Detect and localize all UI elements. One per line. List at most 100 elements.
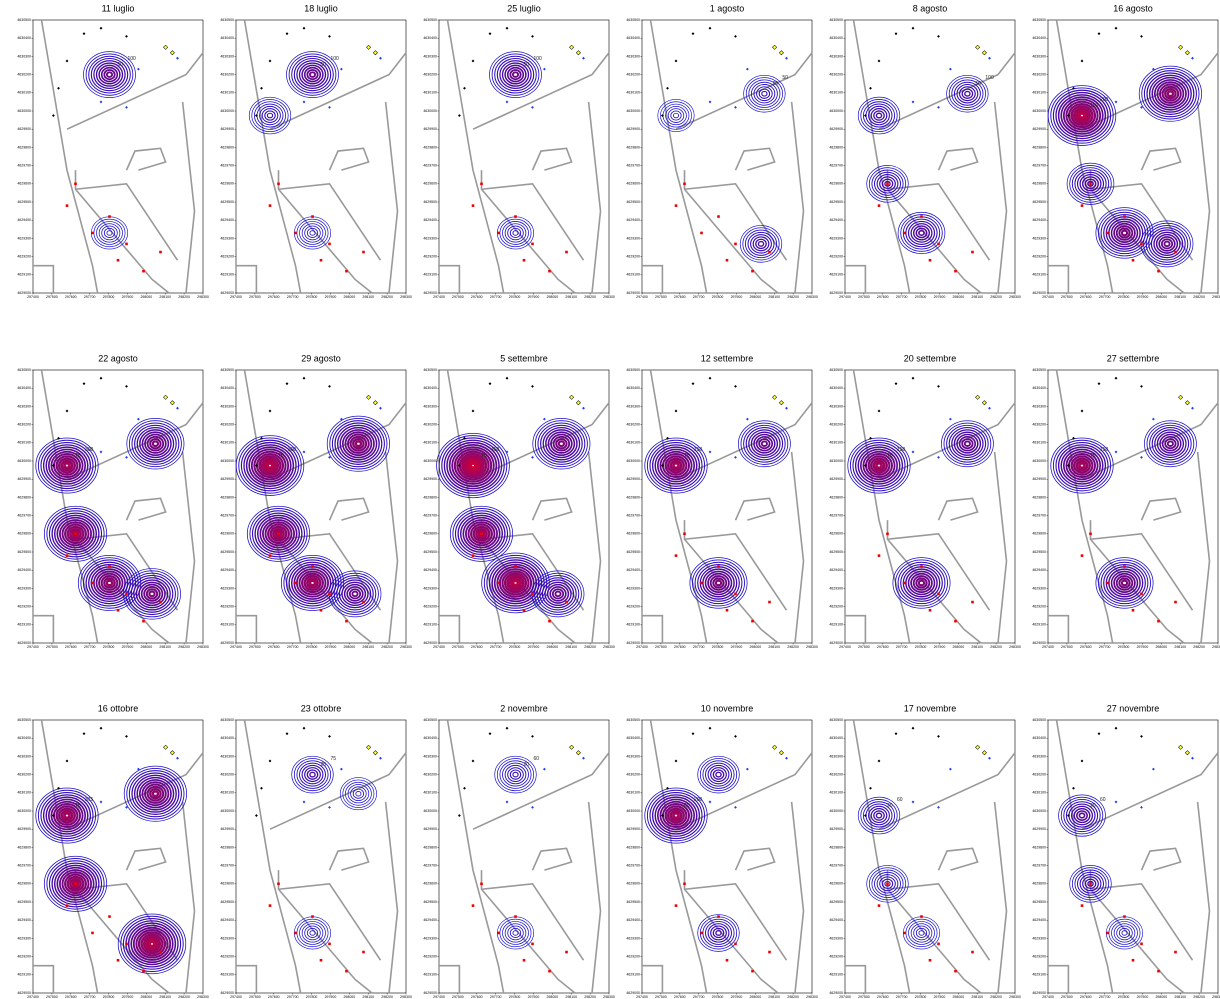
boundary [1140, 847, 1182, 871]
y-tick-label: 4629200 [17, 255, 31, 259]
y-tick-label: 4629000 [423, 991, 437, 995]
contour-line [301, 923, 324, 943]
boundary [384, 451, 399, 644]
point-red [886, 182, 889, 186]
contour-line [352, 788, 365, 799]
point-blue [531, 805, 534, 809]
contour-line [542, 426, 581, 461]
boundary [480, 870, 576, 994]
y-tick-label: 4629600 [17, 882, 31, 886]
contour-line [131, 772, 180, 816]
x-tick-label: 297900 [1137, 645, 1149, 649]
contour-line [137, 931, 167, 957]
contour-line [879, 176, 896, 192]
contour-line [665, 105, 687, 126]
contour-line [900, 214, 943, 252]
y-tick-label: 4630400 [17, 386, 31, 390]
contour-line [1060, 446, 1104, 485]
contour-line [42, 444, 92, 487]
boundary [446, 719, 505, 994]
point-blue [531, 455, 534, 459]
y-tick-label: 4629600 [1032, 882, 1046, 886]
contour-line [1069, 865, 1112, 903]
point-black [531, 384, 534, 388]
x-tick-label: 297700 [693, 295, 705, 299]
y-tick-label: 4629400 [626, 568, 640, 572]
contour-line [743, 74, 786, 113]
point-black [666, 786, 669, 790]
contour-line [948, 427, 987, 461]
point-red [125, 942, 128, 946]
contour-line [56, 866, 95, 901]
contour-line [63, 461, 71, 470]
point-red [700, 231, 703, 235]
contour-line [295, 568, 330, 598]
panel-title: 16 ottobre [98, 703, 139, 713]
y-tick-label: 4630200 [17, 773, 31, 777]
contour-line [951, 79, 984, 108]
y-tick-label: 4629200 [220, 605, 234, 609]
y-tick-label: 4629600 [626, 882, 640, 886]
x-tick-label: 297400 [839, 295, 851, 299]
contour-line [862, 450, 896, 481]
point-black [260, 436, 263, 440]
contour-line [873, 810, 885, 821]
contour-line [306, 927, 319, 938]
contour-line [265, 461, 275, 470]
contour-line [105, 579, 114, 587]
contour-line [468, 461, 478, 470]
point-black [457, 814, 461, 817]
contour-line [71, 530, 80, 538]
contour-line [269, 525, 288, 542]
contour-line [917, 579, 926, 587]
y-tick-label: 4629100 [829, 973, 843, 977]
y-tick-label: 4629200 [1032, 255, 1046, 259]
y-tick-label: 4630000 [17, 459, 31, 463]
contour-line [246, 505, 311, 562]
contour-line [1115, 575, 1134, 591]
point-blue [302, 800, 306, 804]
boundary [1048, 614, 1070, 643]
contour-line [51, 862, 100, 906]
contour-line [512, 230, 519, 236]
contour-line [339, 777, 377, 811]
point-blue [176, 406, 179, 410]
contour-line [875, 812, 883, 819]
contour-line [122, 917, 182, 970]
contour-line [339, 426, 378, 461]
contour-line [1149, 424, 1192, 463]
x-tick-label: 298100 [971, 645, 983, 649]
point-red [565, 600, 568, 604]
x-tick-label: 298000 [140, 295, 152, 299]
x-tick-label: 298000 [952, 295, 964, 299]
contour-line [912, 225, 931, 241]
x-tick-label: 297400 [27, 995, 39, 999]
point-blue [542, 417, 546, 421]
contour-line [338, 579, 372, 609]
contour-line [146, 785, 165, 802]
y-tick-label: 4629400 [626, 218, 640, 222]
y-tick-label: 4630100 [220, 91, 234, 95]
y-tick-label: 4630000 [1032, 459, 1046, 463]
boundary [531, 847, 573, 871]
contour-line [552, 435, 571, 452]
point-black [125, 734, 128, 738]
x-tick-label: 297400 [230, 995, 242, 999]
contour-line [499, 918, 532, 948]
contour-line [1084, 878, 1097, 890]
contour-line [1160, 238, 1174, 250]
contour-line [446, 441, 500, 490]
contour-line [1143, 222, 1191, 265]
point-red [319, 608, 323, 612]
contour-line [132, 926, 172, 961]
point-red [319, 958, 323, 962]
x-tick-label: 297800 [915, 295, 927, 299]
y-tick-label: 4629500 [1032, 550, 1046, 554]
y-tick-label: 4629400 [1032, 218, 1046, 222]
contour-line [1072, 107, 1092, 124]
boundary [33, 264, 55, 293]
y-tick-label: 4630300 [1032, 754, 1046, 758]
contour-line [134, 424, 177, 463]
y-tick-label: 4629200 [423, 605, 437, 609]
point-black [1114, 726, 1118, 730]
